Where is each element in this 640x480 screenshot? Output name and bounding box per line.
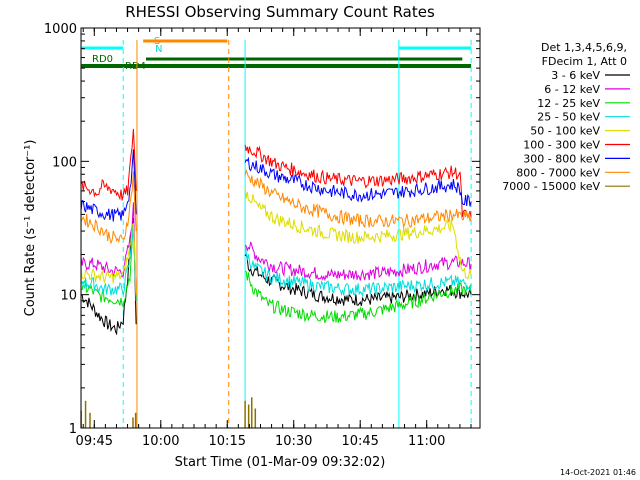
series-line-0 <box>244 253 472 307</box>
date-stamp: 14-Oct-2021 01:46 <box>560 468 636 477</box>
series-line-2 <box>80 224 137 308</box>
x-tick-label: 11:00 <box>408 434 445 449</box>
legend-header: Det 1,3,4,5,6,9, <box>541 41 627 54</box>
plot-frame <box>80 27 481 429</box>
series-line-4 <box>244 187 472 280</box>
state-label-rd4: RD4 <box>125 61 146 72</box>
legend-label: 25 - 50 keV <box>537 111 600 124</box>
series-line-6 <box>244 156 472 207</box>
legend-label: 100 - 300 keV <box>523 139 600 152</box>
state-label-rd0: RD0 <box>92 54 113 65</box>
axes: 1 10 100 1000 09:45 10:00 10:15 10:30 10:45 11:00 <box>44 22 481 449</box>
y-tick-label: 100 <box>52 155 77 170</box>
legend-label: 7000 - 15000 keV <box>502 180 600 193</box>
legend-label: 3 - 6 keV <box>551 69 600 82</box>
legend-label: 300 - 800 keV <box>523 152 600 165</box>
x-tick-label: 10:30 <box>275 434 312 449</box>
y-tick-label: 1000 <box>44 22 77 37</box>
legend-label: 800 - 7000 keV <box>516 166 600 179</box>
x-tick-label: 10:45 <box>341 434 378 449</box>
series-line-6 <box>80 149 137 222</box>
y-tick-label: 1 <box>69 422 77 437</box>
y-axis-label: Count Rate (s⁻¹ detector⁻¹) <box>23 140 38 317</box>
state-label-n: N <box>155 44 162 55</box>
state-label-s: S <box>154 36 160 47</box>
y-tick-label: 10 <box>60 289 77 304</box>
x-tick-label: 10:15 <box>209 434 246 449</box>
legend-label: 6 - 12 keV <box>544 83 600 96</box>
series-line-5 <box>80 128 137 201</box>
legend-label: 12 - 25 keV <box>537 97 600 110</box>
legend-header: FDecim 1, Att 0 <box>542 55 627 68</box>
x-axis-label: Start Time (01-Mar-09 09:32:02) <box>175 455 386 470</box>
series-line-7 <box>244 169 472 229</box>
legend: Det 1,3,4,5,6,9,FDecim 1, Att 03 - 6 keV… <box>502 41 630 193</box>
chart-title: RHESSI Observing Summary Count Rates <box>125 3 435 21</box>
series-line-4 <box>80 222 137 295</box>
series-line-1 <box>80 202 137 295</box>
series-line-1 <box>244 241 472 282</box>
x-tick-label: 10:00 <box>142 434 179 449</box>
series-line-3 <box>244 246 472 298</box>
legend-label: 50 - 100 keV <box>530 125 600 138</box>
series-line-3 <box>80 225 137 301</box>
series-line-5 <box>244 144 472 218</box>
series-line-7 <box>80 171 137 245</box>
plot-area: SN RD0 RD4 <box>80 36 472 428</box>
x-tick-label: 09:45 <box>76 434 113 449</box>
series-line-2 <box>244 270 472 323</box>
